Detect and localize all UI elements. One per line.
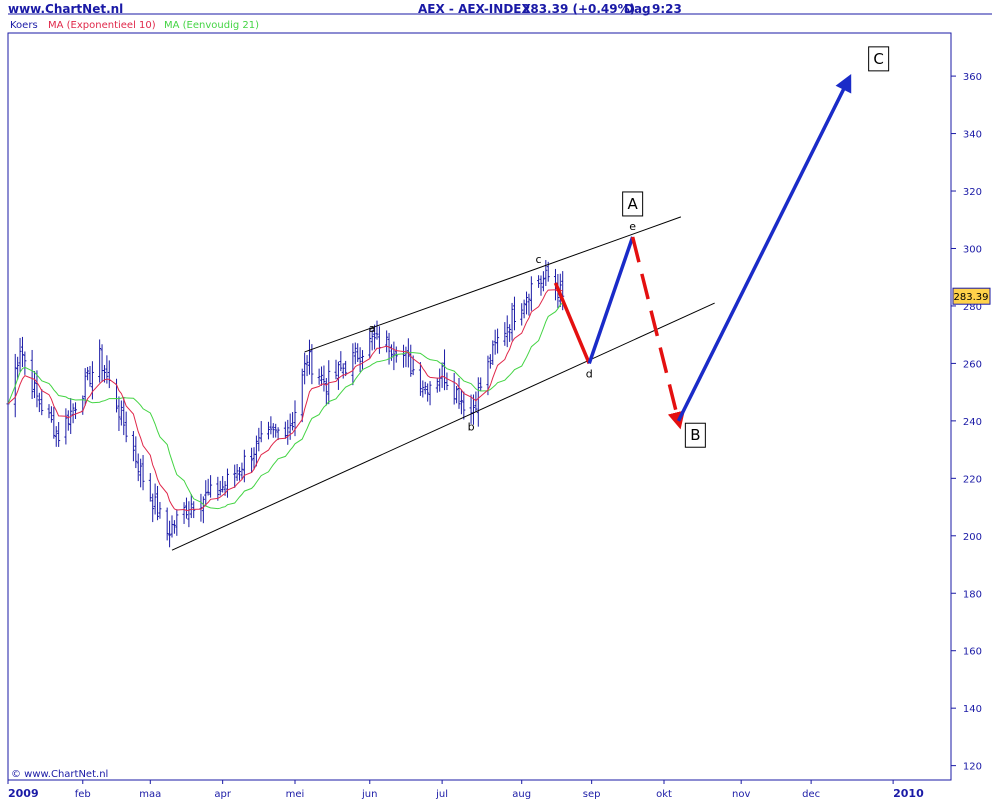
projection-down-arrow [630,236,685,430]
y-tick-label: 340 [963,130,982,141]
x-tick-label: 2010 [893,787,924,800]
sma-line [7,302,564,510]
quote-value: 283.39 (+0.49%) [522,2,636,16]
ema-line [7,289,563,512]
x-tick-label: feb [75,789,91,800]
x-tick-label: aug [512,789,531,800]
y-tick-label: 360 [963,72,982,83]
x-tick-label: jun [361,789,377,800]
y-tick-label: 280 [963,302,982,313]
y-tick-label: 140 [963,704,982,715]
wave-box-label-C: C [873,50,883,68]
y-tick-label: 180 [963,589,982,600]
y-tick-label: 120 [963,762,982,773]
wave-label-d: d [586,367,593,380]
y-tick-label: 200 [963,532,982,543]
wave-box-label-B: B [690,426,700,444]
last-price-tag [952,287,991,305]
x-tick-label: 2009 [8,787,39,800]
time-label: 9:23 [652,2,682,16]
x-tick-label: nov [732,789,750,800]
x-tick-label: jul [435,789,448,800]
wave-box-A [622,191,644,217]
wave-label-c: c [536,253,542,266]
legend-sma: MA (Eenvoudig 21) [164,20,260,31]
y-tick-label: 300 [963,244,982,255]
wave-box-B [684,422,706,448]
y-tick-label: 220 [963,474,982,485]
x-tick-label: apr [214,789,231,800]
wave-box-label-A: A [628,195,639,213]
y-tick-label: 320 [963,187,982,198]
projection-down-arrow [553,282,591,365]
instrument-title: AEX - AEX-INDEX [418,2,531,16]
last-price-label: 283.39 [954,292,989,303]
projection-up-arrow [587,236,635,364]
projection-up-arrow [676,74,852,422]
trend-channel-line [304,216,682,353]
wave-label-e: e [629,220,636,233]
copyright: © www.ChartNet.nl [11,769,108,780]
wave-label-a: a [369,322,376,335]
period-label: Dag [624,2,651,16]
y-tick-label: 160 [963,647,982,658]
x-tick-label: mei [286,789,305,800]
legend-ema: MA (Exponentieel 10) [48,20,156,31]
x-tick-label: dec [802,789,820,800]
wave-box-C [868,46,890,72]
legend-price: Koers [10,20,38,31]
plot-frame [7,32,952,781]
site-title: www.ChartNet.nl [8,2,124,16]
wave-label-b: b [468,421,475,434]
y-tick-label: 260 [963,359,982,370]
x-tick-label: maa [139,789,161,800]
trend-channel-line [171,302,715,551]
x-tick-label: okt [656,789,672,800]
y-tick-label: 240 [963,417,982,428]
x-tick-label: sep [583,789,601,800]
